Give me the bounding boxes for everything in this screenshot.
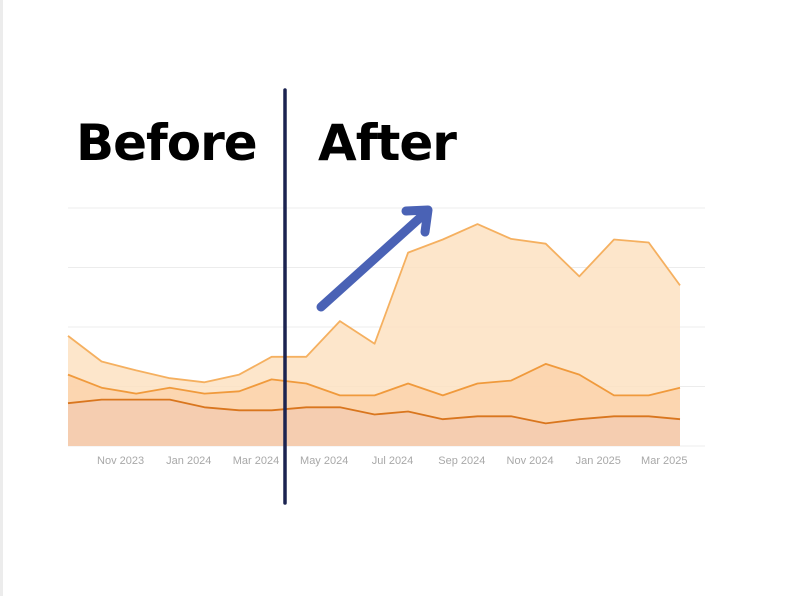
series-line-inner — [67, 398, 681, 425]
before-heading: Before — [76, 114, 258, 172]
x-axis-ticks: Nov 2023 Jan 2024 Mar 2024 May 2024 Jul 2024… — [97, 455, 687, 467]
left-border — [0, 0, 3, 596]
x-tick-label: Mar 2025 — [641, 455, 687, 467]
series-line-middle — [67, 363, 681, 397]
x-tick-label: Mar 2024 — [233, 455, 279, 467]
arrow-shaft — [316, 211, 427, 312]
x-tick-label: Jan 2025 — [576, 455, 621, 467]
x-tick-label: May 2024 — [300, 455, 348, 467]
arrow-head — [401, 205, 433, 237]
series-line-outer — [67, 223, 681, 384]
growth-arrow — [316, 205, 433, 312]
x-tick-label: Nov 2023 — [97, 455, 144, 467]
x-tick-label: Nov 2024 — [507, 455, 554, 467]
x-tick-label: Jan 2024 — [166, 455, 211, 467]
area-series — [67, 223, 681, 446]
x-tick-label: Sep 2024 — [438, 455, 485, 467]
after-heading: After — [318, 114, 457, 172]
x-tick-label: Jul 2024 — [372, 455, 414, 467]
series-area-inner — [68, 399, 680, 446]
